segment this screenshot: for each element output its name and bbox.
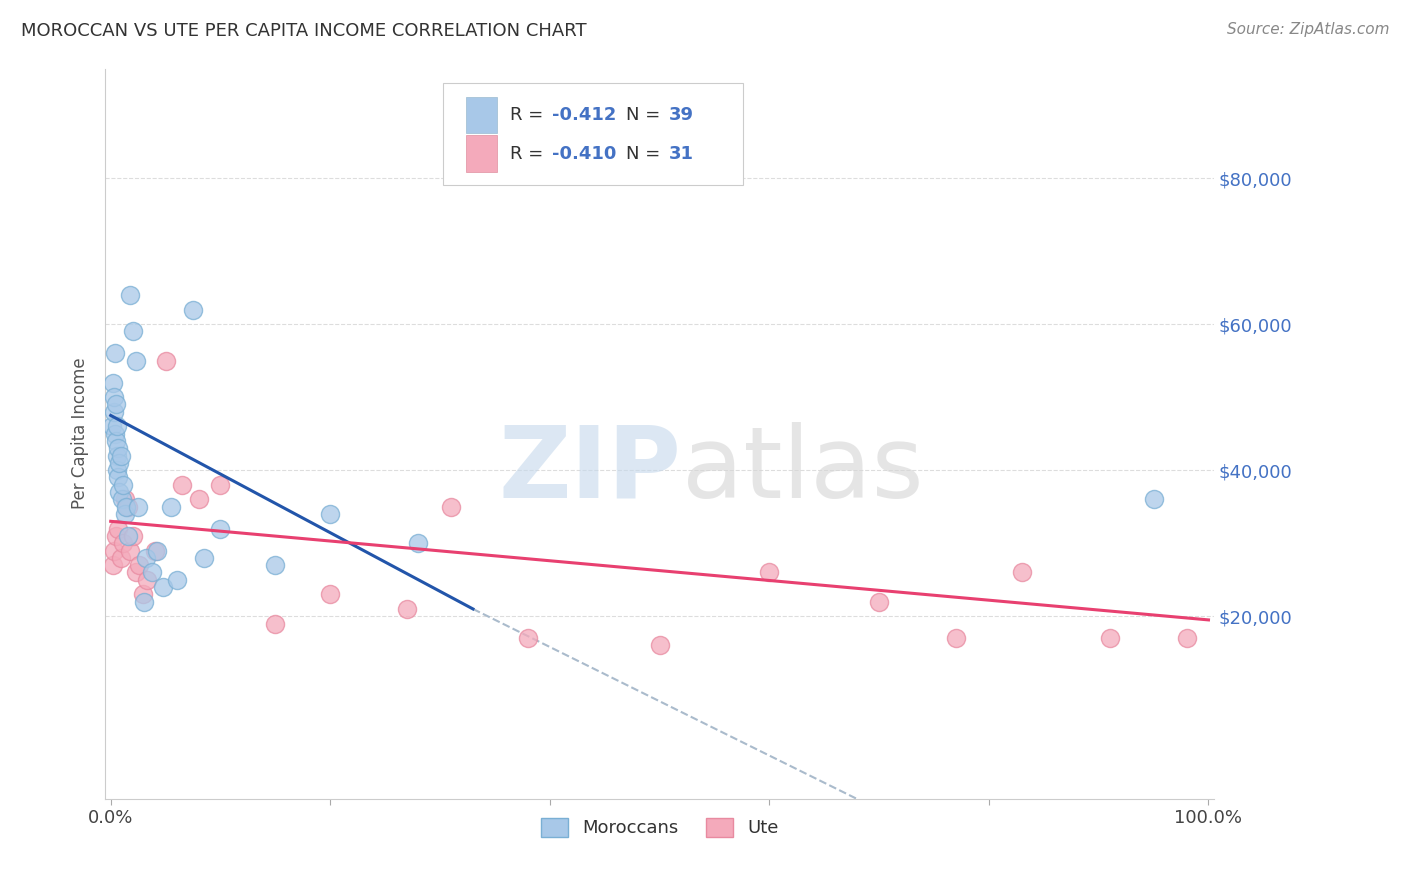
Point: [104, 346, 127, 360]
Y-axis label: Per Capita Income: Per Capita Income: [72, 358, 89, 509]
Text: atlas: atlas: [682, 422, 924, 518]
Point: [264, 558, 287, 573]
Point: [135, 550, 157, 565]
Point: [108, 485, 131, 500]
Point: [105, 419, 128, 434]
Text: ZIP: ZIP: [499, 422, 682, 518]
Point: [105, 449, 128, 463]
Point: [170, 477, 193, 491]
Point: [125, 566, 148, 580]
Point: [120, 543, 142, 558]
Point: [516, 631, 538, 645]
Point: [319, 507, 342, 521]
Point: [166, 573, 188, 587]
Point: [136, 573, 159, 587]
FancyBboxPatch shape: [465, 136, 496, 172]
Point: [131, 587, 153, 601]
Legend: Moroccans, Ute: Moroccans, Ute: [533, 811, 786, 845]
Point: [187, 492, 209, 507]
Point: [101, 376, 124, 390]
Point: [648, 639, 671, 653]
Point: [117, 529, 139, 543]
Point: [1011, 566, 1033, 580]
Point: [103, 390, 125, 404]
Point: [125, 353, 148, 368]
Point: [155, 353, 177, 368]
Point: [440, 500, 463, 514]
Point: [110, 550, 132, 565]
Point: [146, 543, 169, 558]
Point: [143, 543, 166, 558]
Point: [152, 580, 174, 594]
FancyBboxPatch shape: [465, 96, 496, 133]
Text: 39: 39: [668, 106, 693, 124]
Point: [264, 616, 287, 631]
Point: [104, 426, 127, 441]
Point: [868, 594, 890, 608]
Point: [103, 543, 125, 558]
Text: Source: ZipAtlas.com: Source: ZipAtlas.com: [1226, 22, 1389, 37]
Point: [105, 397, 128, 411]
Point: [128, 558, 150, 573]
Point: [108, 456, 131, 470]
Point: [117, 500, 139, 514]
Text: R =: R =: [510, 106, 548, 124]
Text: R =: R =: [510, 145, 548, 162]
Point: [193, 550, 215, 565]
Point: [141, 566, 163, 580]
Point: [111, 536, 134, 550]
Point: [101, 419, 124, 434]
Point: [160, 500, 183, 514]
Point: [121, 325, 143, 339]
Point: [127, 500, 149, 514]
Point: [101, 558, 124, 573]
Point: [945, 631, 967, 645]
Point: [758, 566, 780, 580]
Text: N =: N =: [626, 106, 666, 124]
Text: -0.410: -0.410: [553, 145, 616, 162]
Point: [107, 442, 129, 456]
Point: [406, 536, 429, 550]
Point: [396, 602, 419, 616]
Text: MOROCCAN VS UTE PER CAPITA INCOME CORRELATION CHART: MOROCCAN VS UTE PER CAPITA INCOME CORREL…: [21, 22, 586, 40]
Text: 31: 31: [668, 145, 693, 162]
Point: [1142, 492, 1164, 507]
Text: -0.412: -0.412: [553, 106, 616, 124]
FancyBboxPatch shape: [443, 83, 742, 186]
Point: [105, 434, 128, 448]
Point: [181, 302, 204, 317]
Point: [121, 529, 143, 543]
Point: [105, 529, 128, 543]
Point: [209, 522, 232, 536]
Text: N =: N =: [626, 145, 666, 162]
Point: [120, 288, 142, 302]
Point: [132, 594, 155, 608]
Point: [107, 522, 129, 536]
Point: [1175, 631, 1198, 645]
Point: [1098, 631, 1121, 645]
Point: [107, 470, 129, 484]
Point: [114, 507, 136, 521]
Point: [319, 587, 342, 601]
Point: [114, 492, 136, 507]
Point: [110, 449, 132, 463]
Point: [111, 477, 134, 491]
Point: [111, 492, 134, 507]
Point: [209, 477, 232, 491]
Point: [103, 405, 125, 419]
Point: [115, 500, 138, 514]
Point: [105, 463, 128, 477]
